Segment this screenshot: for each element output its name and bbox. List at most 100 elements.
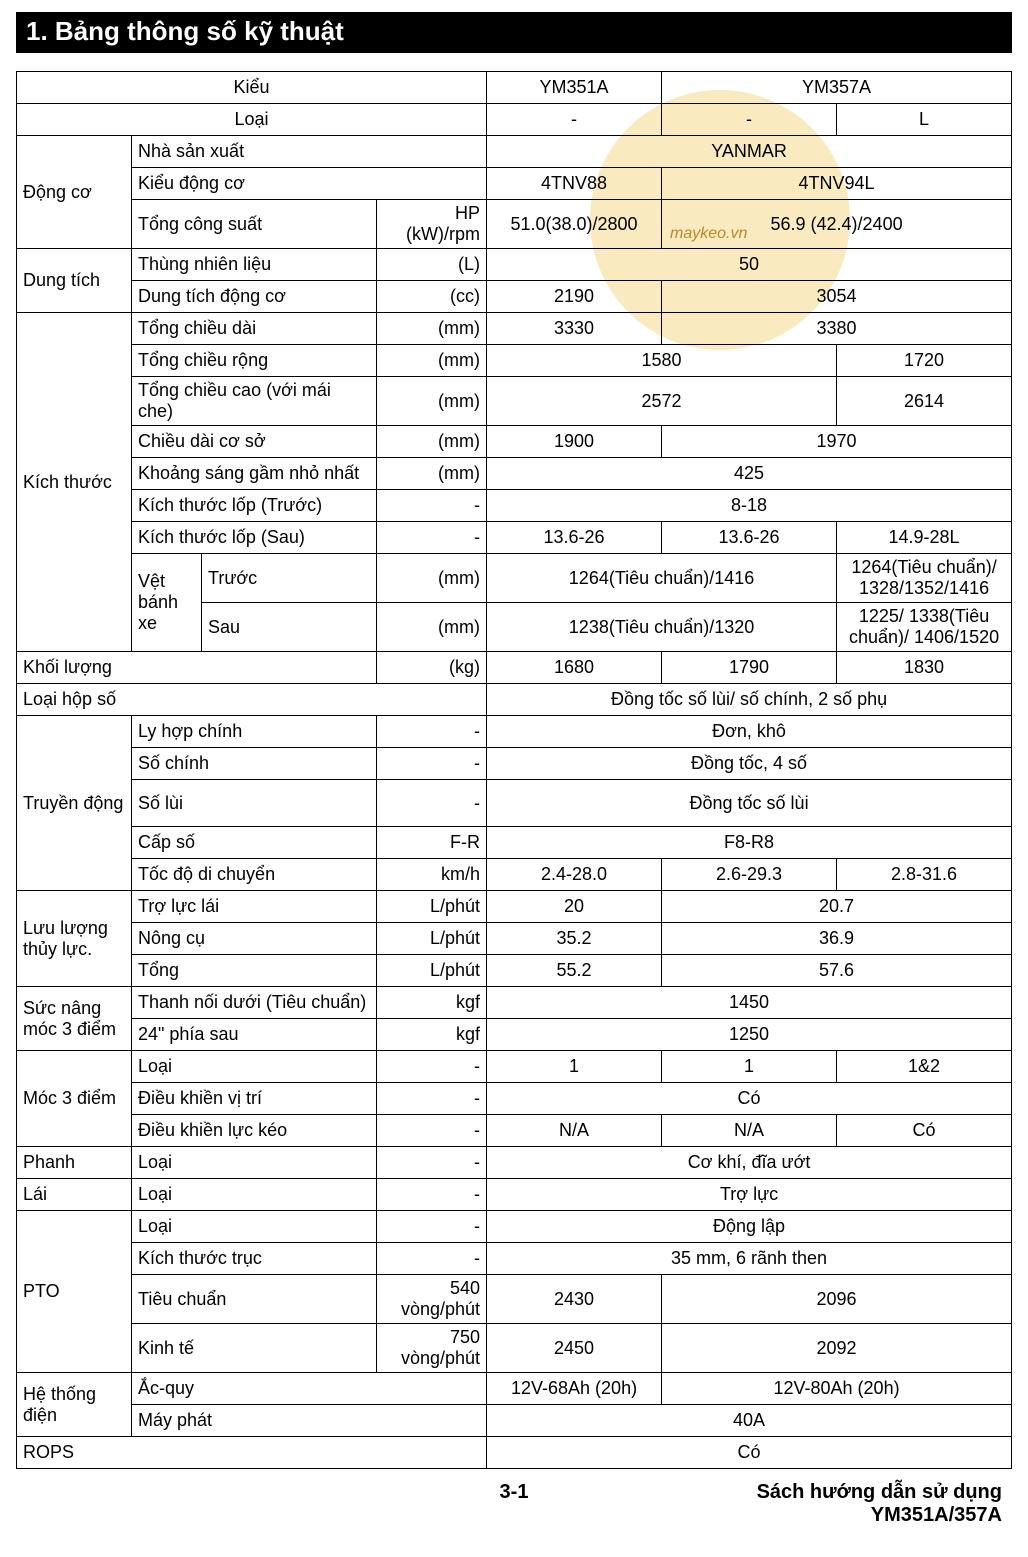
pto-std-u: 540 vòng/phút	[377, 1275, 487, 1324]
dim-len-v1: 3330	[487, 313, 662, 345]
trans-spd-l: Tốc độ di chuyển	[132, 859, 377, 891]
dim-trr-v1: 1238(Tiêu chuẩn)/1320	[487, 603, 837, 652]
dim-tr-v1: 13.6-26	[487, 522, 662, 554]
trans-spd-u: km/h	[377, 859, 487, 891]
hitch-draft-v3: Có	[837, 1115, 1012, 1147]
pto-shaft-u: -	[377, 1243, 487, 1275]
hitch-type-v2: 1	[662, 1051, 837, 1083]
dim-trr-u: (mm)	[377, 603, 487, 652]
dim-hgt-u: (mm)	[377, 377, 487, 426]
lift-low-u: kgf	[377, 987, 487, 1019]
lift-low-l: Thanh nối dưới (Tiêu chuẩn)	[132, 987, 377, 1019]
engine-model-l: Kiểu động cơ	[132, 168, 487, 200]
cap-disp-u: (cc)	[377, 281, 487, 313]
trans-spd-v1: 2.4-28.0	[487, 859, 662, 891]
engine-power-v2: 56.9 (42.4)/2400	[662, 200, 1012, 249]
brake-u: -	[377, 1147, 487, 1179]
hdr-kieu: Kiểu	[17, 72, 487, 104]
cap-fuel-v: 50	[487, 249, 1012, 281]
trans-clutch-v: Đơn, khô	[487, 716, 1012, 748]
dim-wid-v1: 1580	[487, 345, 837, 377]
trans-rev-u: -	[377, 780, 487, 827]
dim-tf-v: 8-18	[487, 490, 1012, 522]
page-number: 3-1	[351, 1481, 676, 1527]
steer-u: -	[377, 1179, 487, 1211]
dim-tr-v3: 14.9-28L	[837, 522, 1012, 554]
hitch-pos-l: Điều khiền vị trí	[132, 1083, 377, 1115]
lift-rear-u: kgf	[377, 1019, 487, 1051]
dim-trf-v1: 1264(Tiêu chuẩn)/1416	[487, 554, 837, 603]
dim-tf-l: Kích thước lốp (Trước)	[132, 490, 377, 522]
brake-l: Loại	[132, 1147, 377, 1179]
brake-g: Phanh	[17, 1147, 132, 1179]
pto-eco-v2: 2092	[662, 1324, 1012, 1373]
hyd-imp-v1: 35.2	[487, 923, 662, 955]
steer-v: Trợ lực	[487, 1179, 1012, 1211]
elec-bat-l: Ắc-quy	[132, 1373, 487, 1405]
weight-l: Khối lượng	[17, 652, 377, 684]
dim-hgt-v2: 2614	[837, 377, 1012, 426]
elec-group: Hệ thống điện	[17, 1373, 132, 1437]
trans-rev-v: Đồng tốc số lùi	[487, 780, 1012, 827]
dim-gc-u: (mm)	[377, 458, 487, 490]
trans-main-u: -	[377, 748, 487, 780]
engine-maker-v: YANMAR	[487, 136, 1012, 168]
dim-wb-v2: 1970	[662, 426, 1012, 458]
hitch-pos-v: Có	[487, 1083, 1012, 1115]
hitch-pos-u: -	[377, 1083, 487, 1115]
engine-power-l: Tổng công suất	[132, 200, 377, 249]
hyd-group: Lưu lượng thủy lực.	[17, 891, 132, 987]
section-title: 1. Bảng thông số kỹ thuật	[16, 12, 1012, 53]
trans-rev-l: Số lùi	[132, 780, 377, 827]
engine-power-u: HP (kW)/rpm	[377, 200, 487, 249]
hdr-d3: L	[837, 104, 1012, 136]
trans-group: Truyền động	[17, 716, 132, 891]
lift-rear-l: 24" phía sau	[132, 1019, 377, 1051]
hdr-m357: YM357A	[662, 72, 1012, 104]
elec-alt-v: 40A	[487, 1405, 1012, 1437]
hitch-type-u: -	[377, 1051, 487, 1083]
weight-v3: 1830	[837, 652, 1012, 684]
lift-group: Sức nâng móc 3 điểm	[17, 987, 132, 1051]
hitch-draft-v1: N/A	[487, 1115, 662, 1147]
gearbox-l: Loại hộp số	[17, 684, 487, 716]
engine-group: Động cơ	[17, 136, 132, 249]
elec-alt-l: Máy phát	[132, 1405, 487, 1437]
dim-trf-v2: 1264(Tiêu chuẩn)/ 1328/1352/1416	[837, 554, 1012, 603]
hyd-steer-l: Trợ lực lái	[132, 891, 377, 923]
hitch-draft-v2: N/A	[662, 1115, 837, 1147]
hdr-loai: Loại	[17, 104, 487, 136]
trans-shift-u: F-R	[377, 827, 487, 859]
hitch-draft-l: Điều khiền lực kéo	[132, 1115, 377, 1147]
dim-wid-v2: 1720	[837, 345, 1012, 377]
brake-v: Cơ khí, đĩa ướt	[487, 1147, 1012, 1179]
hyd-steer-u: L/phút	[377, 891, 487, 923]
dim-hgt-l: Tổng chiều cao (với mái che)	[132, 377, 377, 426]
hdr-d2: -	[662, 104, 837, 136]
elec-bat-v2: 12V-80Ah (20h)	[662, 1373, 1012, 1405]
pto-eco-v1: 2450	[487, 1324, 662, 1373]
trans-shift-v: F8-R8	[487, 827, 1012, 859]
pto-eco-u: 750 vòng/phút	[377, 1324, 487, 1373]
hyd-imp-u: L/phút	[377, 923, 487, 955]
engine-model-v1: 4TNV88	[487, 168, 662, 200]
weight-v2: 1790	[662, 652, 837, 684]
dim-wb-u: (mm)	[377, 426, 487, 458]
engine-model-v2: 4TNV94L	[662, 168, 1012, 200]
pto-group: PTO	[17, 1211, 132, 1373]
hyd-steer-v2: 20.7	[662, 891, 1012, 923]
hyd-imp-v2: 36.9	[662, 923, 1012, 955]
manual-title: Sách hướng dẫn sử dụng YM351A/357A	[677, 1481, 1002, 1527]
steer-l: Loại	[132, 1179, 377, 1211]
hyd-steer-v1: 20	[487, 891, 662, 923]
cap-disp-v1: 2190	[487, 281, 662, 313]
rops-v: Có	[487, 1437, 1012, 1469]
hitch-draft-u: -	[377, 1115, 487, 1147]
dim-wid-l: Tổng chiều rộng	[132, 345, 377, 377]
weight-u: (kg)	[377, 652, 487, 684]
trans-shift-l: Cấp số	[132, 827, 377, 859]
dim-trr-v2: 1225/ 1338(Tiêu chuẩn)/ 1406/1520	[837, 603, 1012, 652]
cap-group: Dung tích	[17, 249, 132, 313]
hitch-type-v1: 1	[487, 1051, 662, 1083]
pto-type-u: -	[377, 1211, 487, 1243]
